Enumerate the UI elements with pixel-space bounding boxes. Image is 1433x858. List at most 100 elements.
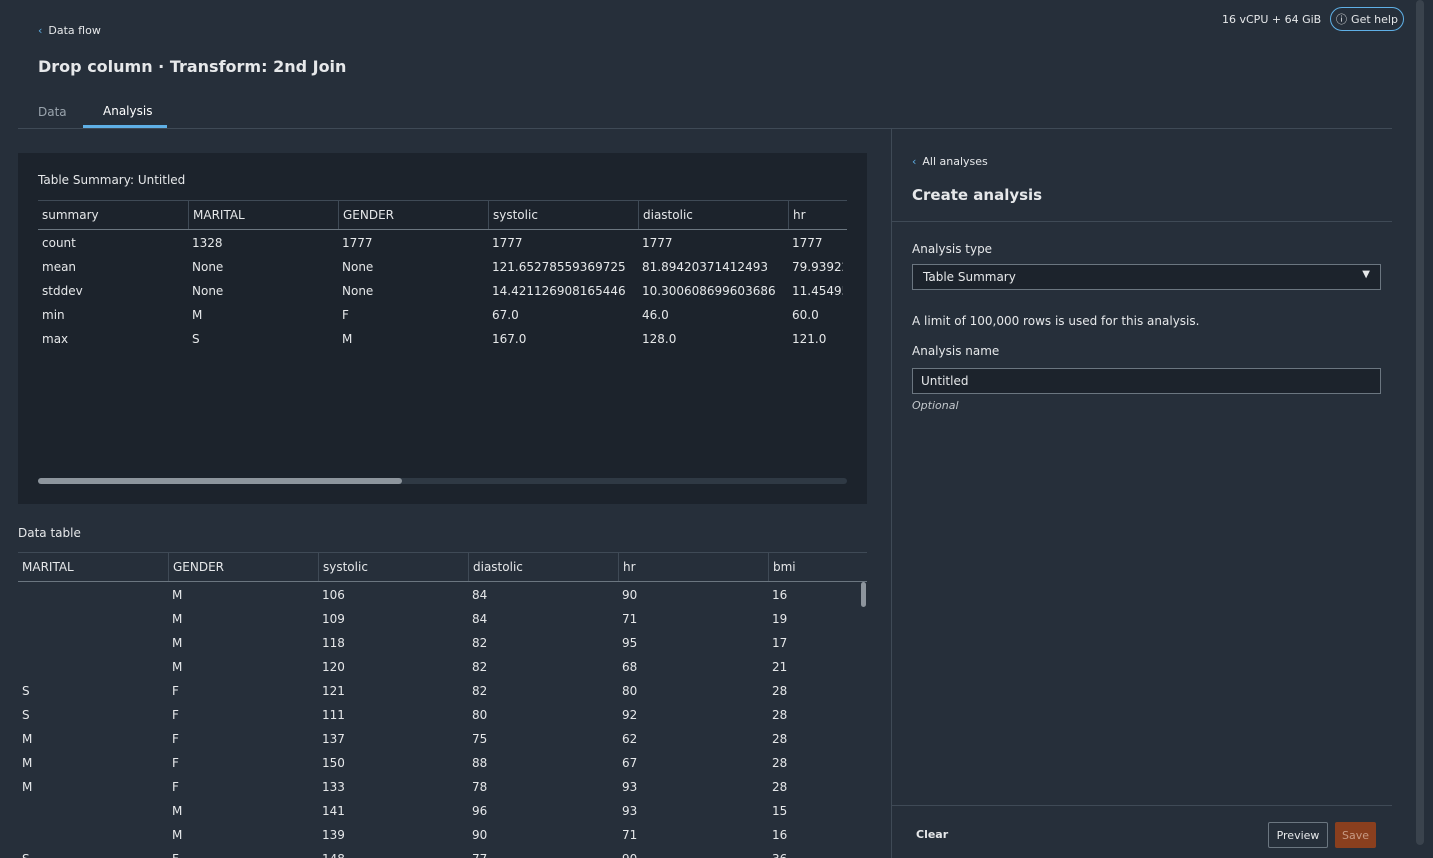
text-input[interactable]: Untitled: [912, 368, 1381, 394]
table-cell: 67.0: [492, 308, 519, 322]
table-cell: 148: [322, 847, 464, 858]
table-cell: None: [192, 284, 224, 298]
table-cell: M: [172, 804, 183, 818]
table-cell: 28: [772, 708, 788, 722]
table-cell: 62: [622, 732, 638, 746]
table-cell: 28: [772, 684, 788, 698]
preview-button[interactable]: Preview: [1268, 822, 1328, 848]
column-header: MARITAL: [188, 201, 335, 229]
tab[interactable]: Analysis: [103, 104, 153, 118]
table-cell: 121: [322, 684, 345, 698]
table-cell: 90: [622, 588, 638, 602]
table-cell: 1777: [792, 236, 823, 250]
table-cell: 68: [622, 660, 638, 674]
table-cell: 121.0: [792, 332, 827, 346]
table-cell: M: [172, 660, 183, 674]
back-link-text[interactable]: Data flow: [48, 24, 101, 37]
back-link-text[interactable]: All analyses: [922, 155, 988, 168]
table-cell: 121.65278559369725: [492, 260, 626, 274]
table-cell: None: [342, 260, 374, 274]
table-cell: [22, 631, 164, 655]
column-header: systolic: [318, 553, 465, 581]
table-cell: 71: [622, 612, 638, 626]
table-cell: 81.89420371412493: [642, 260, 768, 274]
table-cell: [22, 583, 164, 607]
table-cell: F: [172, 708, 179, 722]
table-cell: 60.0: [792, 308, 819, 322]
column-header: hr: [788, 201, 844, 229]
table-cell: 90: [472, 828, 488, 842]
table-cell: count: [42, 236, 76, 250]
scroll-thumb[interactable]: [861, 582, 866, 607]
header-rule: [18, 552, 867, 553]
table-cell: F: [172, 780, 179, 794]
table-cell: 1777: [642, 236, 673, 250]
table-cell: M: [172, 828, 183, 842]
clear-button[interactable]: Clear: [916, 828, 949, 841]
scroll-thumb[interactable]: [38, 478, 402, 484]
select-value[interactable]: Table Summary: [923, 270, 1016, 284]
table-cell: M: [172, 588, 183, 602]
table-cell: 77: [472, 847, 614, 858]
divider: [891, 128, 892, 858]
page-scrollbar[interactable]: [1416, 0, 1424, 845]
table-cell: 28: [772, 756, 788, 770]
help-button-text[interactable]: Get help: [1351, 12, 1398, 26]
tab-indicator: [83, 125, 167, 128]
back-link[interactable]: ‹ All analyses: [912, 155, 988, 168]
table-cell: 96: [472, 804, 488, 818]
table-cell: 150: [322, 756, 345, 770]
table-cell: 36: [772, 847, 863, 858]
table-cell: 84: [472, 588, 488, 602]
tab[interactable]: Data: [38, 105, 67, 119]
page-title: Drop column · Transform: 2nd Join: [38, 57, 347, 76]
column-header: GENDER: [168, 553, 315, 581]
table-cell: max: [42, 332, 69, 346]
table-cell: 28: [772, 780, 788, 794]
column-header: GENDER: [338, 201, 485, 229]
field-label: Analysis name: [912, 344, 1000, 358]
table-cell: 84: [472, 612, 488, 626]
table-cell: 106: [322, 588, 345, 602]
header-rule: [38, 200, 847, 201]
divider: [892, 805, 1392, 806]
table-cell: 10.300608699603686: [642, 284, 776, 298]
table-cell: 90: [622, 847, 764, 858]
table-cell: [22, 823, 164, 847]
table-cell: 82: [472, 636, 488, 650]
table-cell: M: [192, 308, 203, 322]
table-cell: 93: [622, 804, 638, 818]
table-cell: 141: [322, 804, 345, 818]
table-cell: M: [22, 780, 33, 794]
table-cell: 28: [772, 732, 788, 746]
input-value[interactable]: Untitled: [921, 374, 969, 388]
back-link[interactable]: ‹ Data flow: [38, 24, 101, 37]
table-cell: 46.0: [642, 308, 669, 322]
table-cell: F: [172, 684, 179, 698]
table-cell: 79.93922: [792, 260, 843, 274]
table-cell: M: [172, 636, 183, 650]
table-cell: None: [342, 284, 374, 298]
column-header: hr: [618, 553, 765, 581]
column-header: bmi: [768, 553, 864, 581]
table-cell: 95: [622, 636, 638, 650]
note: A limit of 100,000 rows is used for this…: [912, 314, 1200, 328]
table-cell: 120: [322, 660, 345, 674]
help-button[interactable]: ⓘ Get help: [1330, 7, 1404, 31]
table-cell: F: [172, 847, 314, 858]
table-cell: M: [22, 732, 33, 746]
table-cell: 93: [622, 780, 638, 794]
column-header: MARITAL: [22, 560, 74, 574]
select[interactable]: Table Summary ▼: [912, 264, 1381, 290]
field-hint: Optional: [912, 399, 959, 412]
select-caret[interactable]: ▼: [1362, 269, 1370, 280]
save-button[interactable]: Save: [1335, 822, 1376, 848]
table-cell: 88: [472, 756, 488, 770]
table-cell: S: [22, 847, 164, 858]
table-cell: 19: [772, 612, 788, 626]
resources: 16 vCPU + 64 GiB: [1222, 13, 1322, 26]
table-cell: 16: [772, 588, 788, 602]
table-cell: S: [192, 332, 200, 346]
table-cell: 82: [472, 684, 488, 698]
